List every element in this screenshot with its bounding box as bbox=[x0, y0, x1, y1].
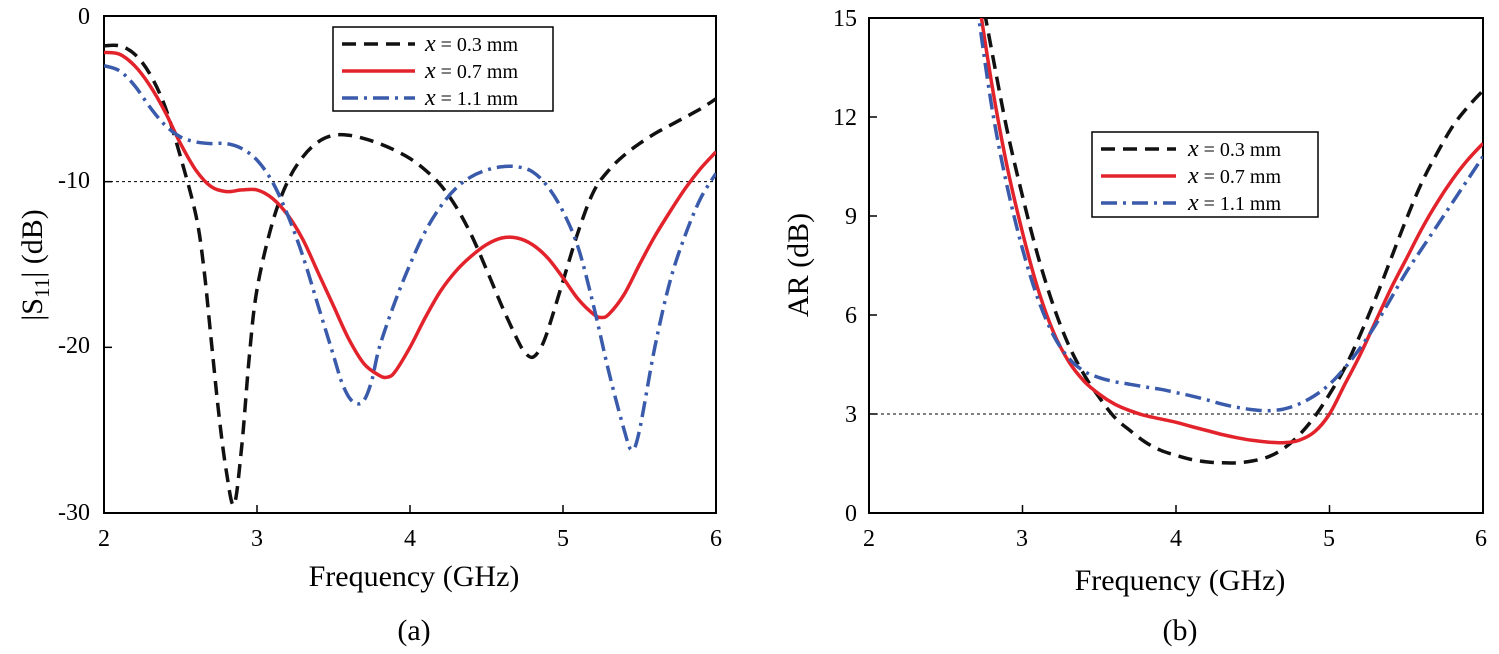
panel-a-ytick-label: 0 bbox=[78, 4, 90, 30]
panel-a-series bbox=[104, 43, 716, 507]
panel-b-y-axis-label: AR (dB) bbox=[782, 213, 815, 317]
panel-a-legend-box bbox=[332, 26, 554, 112]
panel-a-xtick-label: 2 bbox=[98, 526, 110, 552]
panel-a-x-axis-label: Frequency (GHz) bbox=[309, 560, 520, 593]
series-line-0 bbox=[983, 18, 1483, 465]
panel-b-xtick-label: 6 bbox=[1475, 526, 1487, 552]
panel-b-ytick-label: 6 bbox=[845, 303, 857, 329]
panel-a-ytick-label: -10 bbox=[58, 168, 90, 194]
panel-a-ytick-label: -20 bbox=[58, 333, 90, 359]
series-line-1 bbox=[104, 50, 716, 380]
series-line-2 bbox=[104, 64, 716, 452]
panel-a-tick-marks bbox=[103, 15, 717, 514]
panel-a-legend-label: x = 0.3 mm bbox=[424, 31, 518, 57]
panel-b-ytick-label: 12 bbox=[833, 105, 857, 131]
panel-a: 0 -10 -20 -30 2 3 4 5 6 Frequency (GHz) … bbox=[16, 4, 722, 647]
panel-a-y-axis-label: |S11| (dB) bbox=[16, 209, 54, 320]
panel-b-x-axis-label: Frequency (GHz) bbox=[1075, 564, 1286, 597]
panel-b-xtick-label: 3 bbox=[1016, 526, 1028, 552]
panel-a-xtick-label: 4 bbox=[404, 526, 416, 552]
panel-a-xtick-label: 6 bbox=[710, 526, 722, 552]
series-line-0 bbox=[104, 43, 716, 507]
panel-b-legend-label: x = 0.3 mm bbox=[1187, 136, 1281, 162]
panel-a-legend-label: x = 0.7 mm bbox=[424, 58, 518, 84]
panel-b-ytick-label: 0 bbox=[845, 501, 857, 527]
panel-b: 0 3 6 9 12 15 2 3 4 5 6 Frequency (GHz) … bbox=[782, 6, 1487, 647]
panel-b-tick-marks bbox=[868, 17, 1484, 514]
series-line-2 bbox=[977, 18, 1483, 413]
panel-a-ytick-label: -30 bbox=[58, 500, 90, 526]
panel-a-xtick-label: 5 bbox=[557, 526, 569, 552]
panel-b-legend-label: x = 0.7 mm bbox=[1187, 163, 1281, 189]
panel-b-plot-frame bbox=[868, 17, 1484, 514]
panel-a-legend-label: x = 1.1 mm bbox=[424, 85, 518, 111]
panel-b-legend-label: x = 1.1 mm bbox=[1187, 190, 1281, 216]
panel-b-series bbox=[977, 18, 1483, 465]
panel-b-legend: x = 0.3 mm x = 0.7 mm x = 1.1 mm bbox=[1091, 131, 1319, 218]
panel-b-ytick-label: 15 bbox=[833, 6, 857, 32]
panel-a-legend: x = 0.3 mm x = 0.7 mm x = 1.1 mm bbox=[332, 26, 554, 112]
panel-b-ytick-label: 3 bbox=[845, 402, 857, 428]
panel-a-xtick-label: 3 bbox=[251, 526, 263, 552]
panel-b-caption: (b) bbox=[1163, 614, 1198, 647]
panel-a-caption: (a) bbox=[397, 614, 430, 647]
series-line-1 bbox=[979, 18, 1483, 445]
panel-b-xtick-label: 5 bbox=[1323, 526, 1335, 552]
panel-b-ytick-label: 9 bbox=[845, 204, 857, 230]
panel-b-xtick-label: 2 bbox=[863, 526, 875, 552]
panel-b-xtick-label: 4 bbox=[1170, 526, 1182, 552]
